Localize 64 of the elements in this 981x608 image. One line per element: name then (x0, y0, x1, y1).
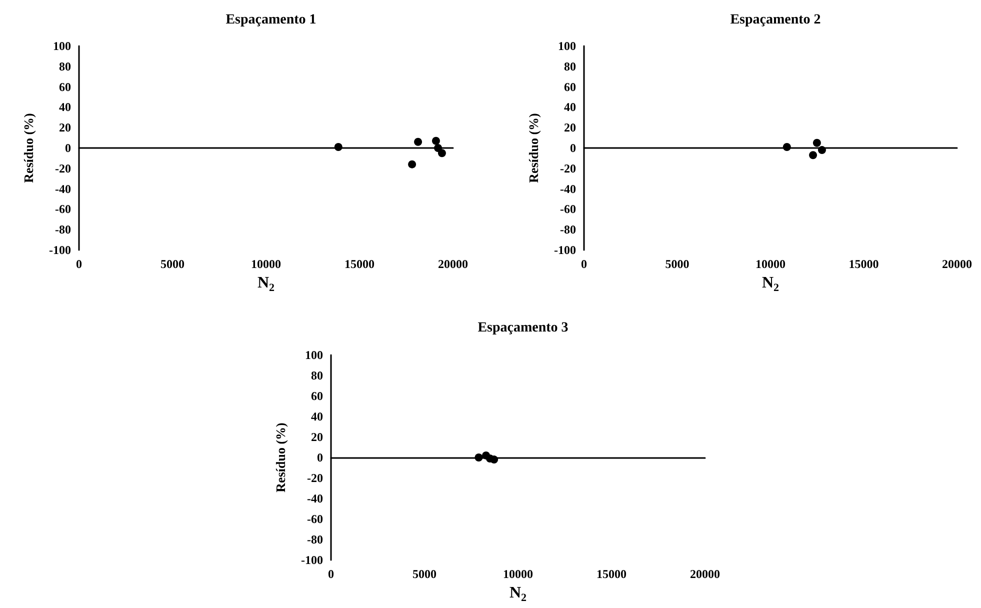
y-tick-label: -80 (55, 222, 71, 237)
y-tick-label: 20 (311, 430, 323, 444)
y-tick-label: 40 (564, 100, 576, 114)
y-tick-label: 60 (59, 80, 71, 94)
x-tick-label: 10000 (251, 257, 281, 271)
x-tick-label: 10000 (756, 257, 786, 271)
y-tick-label: -20 (55, 161, 71, 176)
y-tick-label: 0 (65, 141, 71, 155)
y-axis-title: Resíduo (%) (273, 422, 288, 492)
chart-title: Espaçamento 1 (226, 12, 316, 28)
y-tick-label: -80 (560, 222, 576, 237)
y-tick-label: 100 (558, 39, 576, 53)
x-tick-label: 15000 (848, 257, 879, 271)
y-tick-label: -60 (307, 512, 323, 526)
y-tick-label: -40 (307, 492, 323, 506)
x-tick-label: 20000 (690, 567, 720, 581)
y-tick-label: 40 (59, 100, 71, 114)
y-axis-title: Resíduo (%) (526, 113, 541, 183)
point (809, 151, 818, 160)
y-tick-label: -40 (560, 182, 576, 196)
x-tick-label: 0 (76, 257, 82, 271)
point (818, 146, 826, 154)
point (408, 160, 416, 168)
y-tick-label: 20 (564, 120, 576, 135)
chart-title: Espaçamento 3 (478, 320, 568, 336)
y-tick-label: -100 (554, 243, 576, 257)
y-tick-label: -20 (560, 161, 576, 176)
point (812, 138, 821, 147)
y-tick-label: 40 (311, 410, 323, 424)
chart-title: Espaçamento 2 (730, 12, 821, 28)
x-tick-label: 5000 (412, 567, 436, 581)
y-tick-label: 20 (59, 120, 71, 135)
point (782, 142, 791, 151)
y-tick-label: 100 (53, 39, 71, 53)
x-tick-label: 15000 (596, 567, 626, 581)
y-tick-label: -60 (560, 202, 576, 216)
y-tick-label: 60 (311, 389, 323, 403)
y-tick-label: 80 (59, 59, 71, 74)
x-tick-label: 20000 (438, 257, 468, 271)
y-axis-title: Resíduo (%) (21, 113, 36, 183)
x-tick-label: 5000 (665, 257, 690, 271)
x-tick-label: 0 (581, 257, 587, 271)
point (432, 136, 440, 145)
x-tick-label: 5000 (160, 257, 184, 271)
y-tick-label: 80 (311, 368, 323, 382)
y-tick-label: -80 (307, 532, 323, 546)
y-tick-label: 60 (564, 80, 576, 94)
x-tick-label: 15000 (344, 257, 374, 271)
y-tick-label: 0 (570, 141, 576, 155)
point (334, 142, 342, 151)
y-tick-label: -40 (55, 182, 71, 196)
y-tick-label: -60 (55, 202, 71, 216)
point (414, 138, 422, 146)
x-tick-label: 0 (328, 567, 334, 581)
y-tick-label: 80 (564, 59, 576, 74)
x-tick-label: 20000 (942, 257, 972, 271)
y-tick-label: 0 (317, 450, 323, 464)
x-tick-label: 10000 (503, 567, 533, 581)
y-tick-label: -100 (49, 243, 71, 257)
y-tick-label: 100 (305, 348, 323, 362)
point (434, 144, 442, 152)
point (438, 149, 446, 158)
y-tick-label: -20 (307, 471, 323, 485)
y-tick-label: -100 (301, 553, 323, 567)
